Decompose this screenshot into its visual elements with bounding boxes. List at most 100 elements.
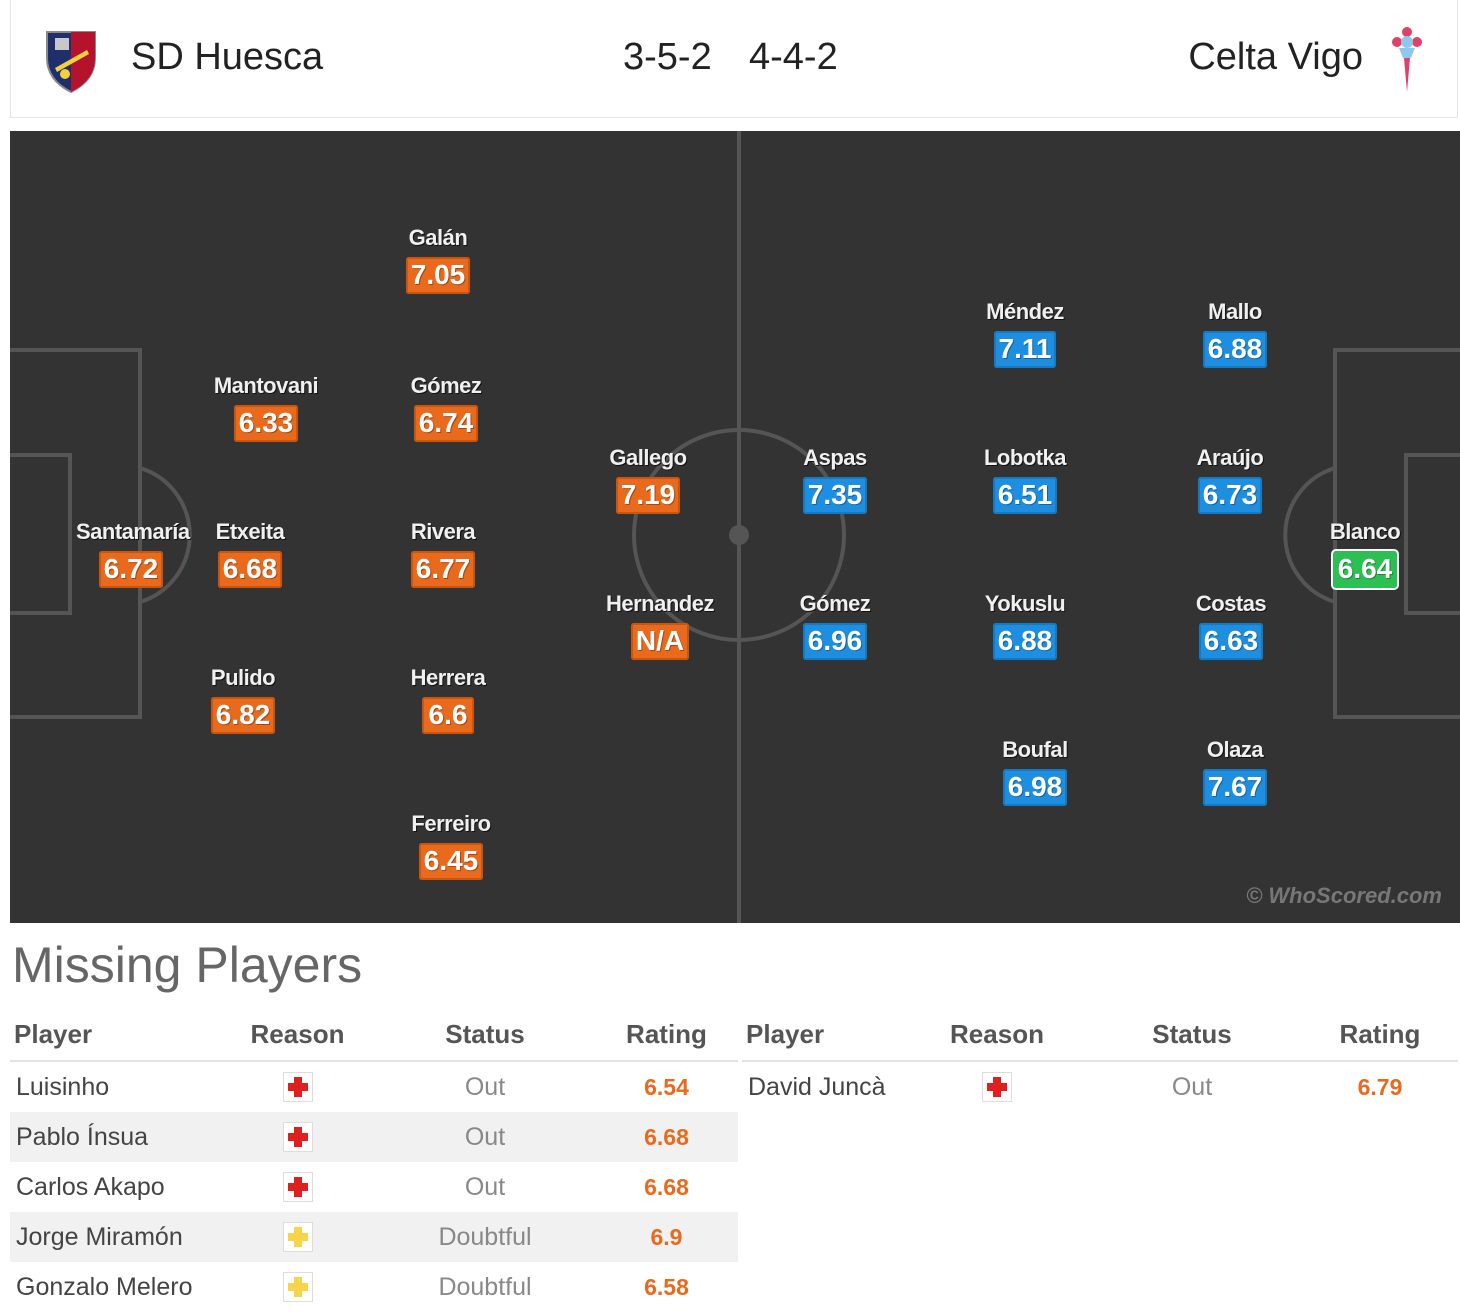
player-rating: 6.33 [233,405,299,442]
player-rating: 7.19 [615,477,681,514]
status-cell: Out [464,1072,506,1101]
player-name: Aspas [803,445,867,470]
match-header: SD Huesca 3-5-2 4-4-2 Celta Vigo [10,0,1458,118]
missing-player-name[interactable]: Jorge Miramón [10,1212,220,1262]
home-missing-table: Player Reason Status Rating Luisinho Out… [10,1008,738,1312]
table-row: Carlos Akapo Out 6.68 [10,1162,738,1212]
column-header-player[interactable]: Player [742,1008,912,1062]
away-player[interactable]: Olaza 7.67 [1180,737,1290,806]
away-player[interactable]: Araújo 6.73 [1180,445,1280,514]
celta-crest-icon [1392,27,1422,92]
injury-icon [282,1072,313,1103]
home-player[interactable]: Hernandez N/A [590,591,730,660]
player-rating: 6.74 [413,405,479,442]
column-header-player[interactable]: Player [10,1008,220,1062]
away-player[interactable]: Costas 6.63 [1176,591,1286,660]
player-rating: 6.82 [210,697,276,734]
home-player[interactable]: Rivera 6.77 [388,519,498,588]
home-player[interactable]: Pulido 6.82 [188,665,298,734]
injury-icon [282,1122,313,1153]
player-name: Santamaría [76,519,190,544]
home-player[interactable]: Gómez 6.74 [388,373,504,442]
missing-player-name[interactable]: David Juncà [748,1072,886,1101]
player-name: Lobotka [983,445,1067,470]
status-cell: Doubtful [375,1212,595,1262]
status-cell: Doubtful [438,1272,532,1301]
away-player[interactable]: Aspas 7.35 [780,445,890,514]
player-rating: 7.05 [405,257,471,294]
column-header-status[interactable]: Status [375,1008,595,1062]
home-player[interactable]: Ferreiro 6.45 [388,811,514,880]
away-player[interactable]: Blanco 6.64 [1310,519,1420,588]
status-cell: Out [1171,1072,1213,1101]
doubtful-icon [282,1222,313,1253]
away-player[interactable]: Lobotka 6.51 [970,445,1080,514]
reason-cell [220,1262,375,1312]
table-row: Pablo Ínsua Out 6.68 [10,1112,738,1162]
missing-player-name[interactable]: Carlos Akapo [16,1172,165,1201]
player-rating: 6.88 [992,623,1058,660]
away-team-name[interactable]: Celta Vigo [1188,36,1363,78]
doubtful-icon [282,1272,313,1303]
home-player[interactable]: Herrera 6.6 [388,665,508,734]
away-player[interactable]: Boufal 6.98 [980,737,1090,806]
missing-player-name[interactable]: Luisinho [16,1072,110,1101]
column-header-status[interactable]: Status [1082,1008,1302,1062]
player-rating: 6.64 [1332,551,1398,588]
player-name: Mallo [1208,299,1262,324]
column-header-rating[interactable]: Rating [595,1008,738,1062]
away-missing-table: Player Reason Status Rating David Juncà … [742,1008,1458,1112]
column-header-reason[interactable]: Reason [220,1008,375,1062]
player-rating: 6.73 [1197,477,1263,514]
home-player[interactable]: Mantovani 6.33 [196,373,336,442]
home-player[interactable]: Gallego 7.19 [588,445,708,514]
player-name: Hernandez [606,591,714,616]
missing-players-title: Missing Players [12,937,363,993]
missing-player-name[interactable]: Pablo Ínsua [10,1112,220,1162]
reason-cell [220,1061,375,1112]
player-rating: 6.51 [992,477,1058,514]
away-player[interactable]: Mallo 6.88 [1180,299,1290,368]
player-rating: 6.72 [98,551,164,588]
player-rating: N/A [630,623,690,660]
rating-cell: 6.68 [595,1112,738,1162]
table-row: Luisinho Out 6.54 [10,1061,738,1112]
column-header-reason[interactable]: Reason [912,1008,1082,1062]
column-header-rating[interactable]: Rating [1302,1008,1458,1062]
away-player[interactable]: Gómez 6.96 [780,591,890,660]
away-player[interactable]: Yokuslu 6.88 [970,591,1080,660]
home-player[interactable]: Etxeita 6.68 [200,519,300,588]
reason-cell [220,1112,375,1162]
player-name: Etxeita [215,519,285,544]
pitch-lines [10,131,1460,923]
home-player[interactable]: Santamaría 6.72 [76,519,190,588]
player-name: Rivera [410,519,476,544]
home-player[interactable]: Galán 7.05 [388,225,488,294]
rating-cell: 6.9 [595,1212,738,1262]
player-name: Gómez [410,373,482,398]
player-rating: 7.11 [993,331,1057,368]
player-rating: 7.67 [1202,769,1268,806]
player-name: Galán [408,225,468,250]
player-rating: 6.88 [1202,331,1268,368]
watermark: © WhoScored.com [1246,883,1442,908]
table-row: Gonzalo Melero Doubtful 6.58 [10,1262,738,1312]
away-player[interactable]: Méndez 7.11 [970,299,1080,368]
player-name: Pulido [210,665,276,690]
player-name: Boufal [1002,737,1068,762]
injury-icon [982,1072,1012,1103]
table-row: Jorge Miramón Doubtful 6.9 [10,1212,738,1262]
missing-player-name[interactable]: Gonzalo Melero [16,1272,193,1301]
rating-cell: 6.58 [644,1273,689,1300]
table-row: David Juncà Out 6.79 [742,1061,1458,1112]
rating-cell: 6.79 [1357,1073,1403,1100]
player-name: Méndez [986,299,1064,324]
status-cell: Out [464,1172,506,1201]
player-name: Yokuslu [984,591,1066,616]
player-rating: 6.98 [1002,769,1068,806]
huesca-crest-icon [46,31,96,94]
reason-cell [912,1061,1082,1112]
player-name: Olaza [1206,737,1264,762]
player-name: Mantovani [213,373,319,398]
home-team-name[interactable]: SD Huesca [131,36,324,78]
